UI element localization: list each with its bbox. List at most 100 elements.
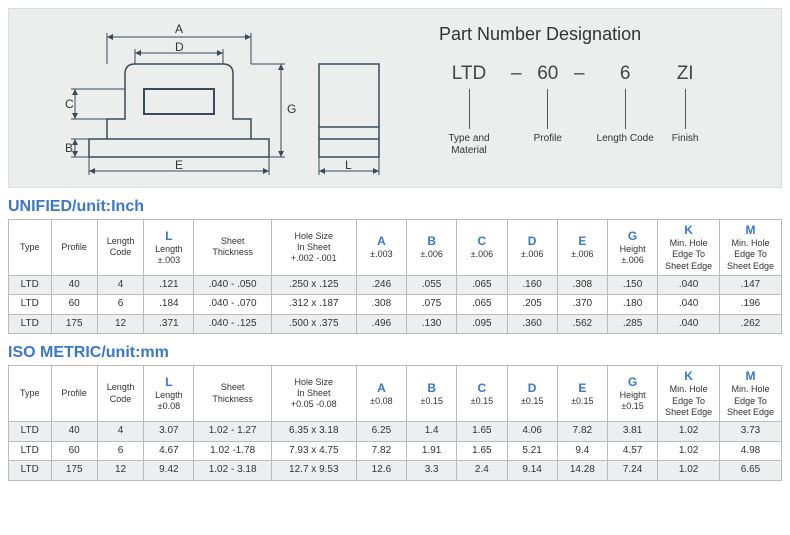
table-cell: 7.24 [607, 461, 657, 481]
col-header: Profile [51, 220, 97, 276]
pn-label-3: Finish [672, 133, 699, 145]
table-cell: LTD [9, 422, 52, 442]
table-cell: 6.35 x 3.18 [271, 422, 356, 442]
pn-dash: – [505, 63, 528, 85]
table-cell: .250 x .125 [271, 275, 356, 295]
pn-code-1: 60 [537, 63, 558, 85]
dim-label-L: L [345, 158, 352, 172]
col-header: B±.006 [407, 220, 457, 276]
pn-connector-line [469, 89, 470, 129]
col-header: Hole SizeIn Sheet+0.05 -0.08 [271, 366, 356, 422]
pn-code-2: 6 [620, 63, 631, 85]
col-header: E±.006 [557, 220, 607, 276]
table-row: LTD175129.421.02 - 3.1812.7 x 9.5312.63.… [9, 461, 782, 481]
dim-label-B: B [65, 141, 73, 155]
table-cell: .095 [457, 314, 507, 334]
table-cell: 12.7 x 9.53 [271, 461, 356, 481]
table-cell: 1.02 - 3.18 [194, 461, 271, 481]
col-header: GHeight±0.15 [607, 366, 657, 422]
table-cell: 5.21 [507, 441, 557, 461]
table-cell: .040 [658, 314, 720, 334]
col-header: LLength±.003 [144, 220, 194, 276]
table-metric: TypeProfileLengthCodeLLength±0.08SheetTh… [8, 365, 782, 480]
table-cell: 6.65 [720, 461, 782, 481]
table-cell: .285 [607, 314, 657, 334]
col-header: LengthCode [97, 220, 143, 276]
table-cell: 4.06 [507, 422, 557, 442]
table-cell: .205 [507, 295, 557, 315]
col-header: Hole SizeIn Sheet+.002 -.001 [271, 220, 356, 276]
table-cell: .040 - .125 [194, 314, 271, 334]
table-cell: 1.91 [407, 441, 457, 461]
table-cell: 4.57 [607, 441, 657, 461]
pn-code-3: ZI [677, 63, 694, 85]
table-cell: 12 [97, 461, 143, 481]
table-cell: 3.3 [407, 461, 457, 481]
table-cell: .150 [607, 275, 657, 295]
table-row: LTD606.184.040 - .070.312 x .187.308.075… [9, 295, 782, 315]
part-number-designation: Part Number Designation LTD Type and Mat… [439, 19, 761, 157]
table-cell: 4.98 [720, 441, 782, 461]
table-cell: 9.14 [507, 461, 557, 481]
table-cell: .180 [607, 295, 657, 315]
col-header: B±0.15 [407, 366, 457, 422]
top-band: A B C D E G L Part Number Designation LT… [8, 8, 782, 188]
table-cell: .360 [507, 314, 557, 334]
table-cell: 175 [51, 461, 97, 481]
pn-seg-finish: ZI Finish [672, 63, 699, 145]
pn-connector-line [625, 89, 626, 129]
table-row: LTD6064.671.02 -1.787.93 x 4.757.821.911… [9, 441, 782, 461]
table-cell: 9.4 [557, 441, 607, 461]
table-cell: .040 - .070 [194, 295, 271, 315]
table-cell: .196 [720, 295, 782, 315]
table-cell: 40 [51, 275, 97, 295]
table-cell: 2.4 [457, 461, 507, 481]
col-header: GHeight±.006 [607, 220, 657, 276]
table-cell: 14.28 [557, 461, 607, 481]
pn-dash: – [568, 63, 591, 85]
pn-label-2: Length Code [597, 133, 654, 145]
pn-label-1: Profile [534, 133, 562, 145]
col-header: LLength±0.08 [144, 366, 194, 422]
col-header: MMin. HoleEdge ToSheet Edge [720, 220, 782, 276]
table-cell: .121 [144, 275, 194, 295]
table-cell: 175 [51, 314, 97, 334]
table-cell: 1.65 [457, 422, 507, 442]
col-header: SheetThickness [194, 366, 271, 422]
pn-title: Part Number Designation [439, 24, 761, 45]
table-cell: 6 [97, 441, 143, 461]
table-cell: .065 [457, 295, 507, 315]
table-cell: .500 x .375 [271, 314, 356, 334]
table-cell: LTD [9, 275, 52, 295]
pn-label-0: Type and Material [439, 133, 499, 157]
table-cell: 7.82 [356, 441, 406, 461]
table-cell: 6.25 [356, 422, 406, 442]
col-header: D±0.15 [507, 366, 557, 422]
col-header: Profile [51, 366, 97, 422]
table-cell: 7.93 x 4.75 [271, 441, 356, 461]
table-cell: 3.73 [720, 422, 782, 442]
table-unified: TypeProfileLengthCodeLLength±.003SheetTh… [8, 219, 782, 334]
table-cell: 60 [51, 441, 97, 461]
table-cell: .055 [407, 275, 457, 295]
table-cell: 12 [97, 314, 143, 334]
table-cell: .040 - .050 [194, 275, 271, 295]
table-row: LTD17512.371.040 - .125.500 x .375.496.1… [9, 314, 782, 334]
table-cell: 6 [97, 295, 143, 315]
part-diagram: A B C D E G L [29, 19, 409, 179]
table-cell: .312 x .187 [271, 295, 356, 315]
section-title-unified: UNIFIED/unit:Inch [8, 198, 782, 216]
table-cell: .371 [144, 314, 194, 334]
col-header: E±0.15 [557, 366, 607, 422]
table-cell: .370 [557, 295, 607, 315]
col-header: LengthCode [97, 366, 143, 422]
table-cell: 9.42 [144, 461, 194, 481]
col-header: MMin. HoleEdge ToSheet Edge [720, 366, 782, 422]
table-cell: 4 [97, 422, 143, 442]
table-cell: .075 [407, 295, 457, 315]
col-header: SheetThickness [194, 220, 271, 276]
table-cell: 12.6 [356, 461, 406, 481]
pn-connector-line [547, 89, 548, 129]
table-cell: 3.07 [144, 422, 194, 442]
table-cell: .040 [658, 295, 720, 315]
